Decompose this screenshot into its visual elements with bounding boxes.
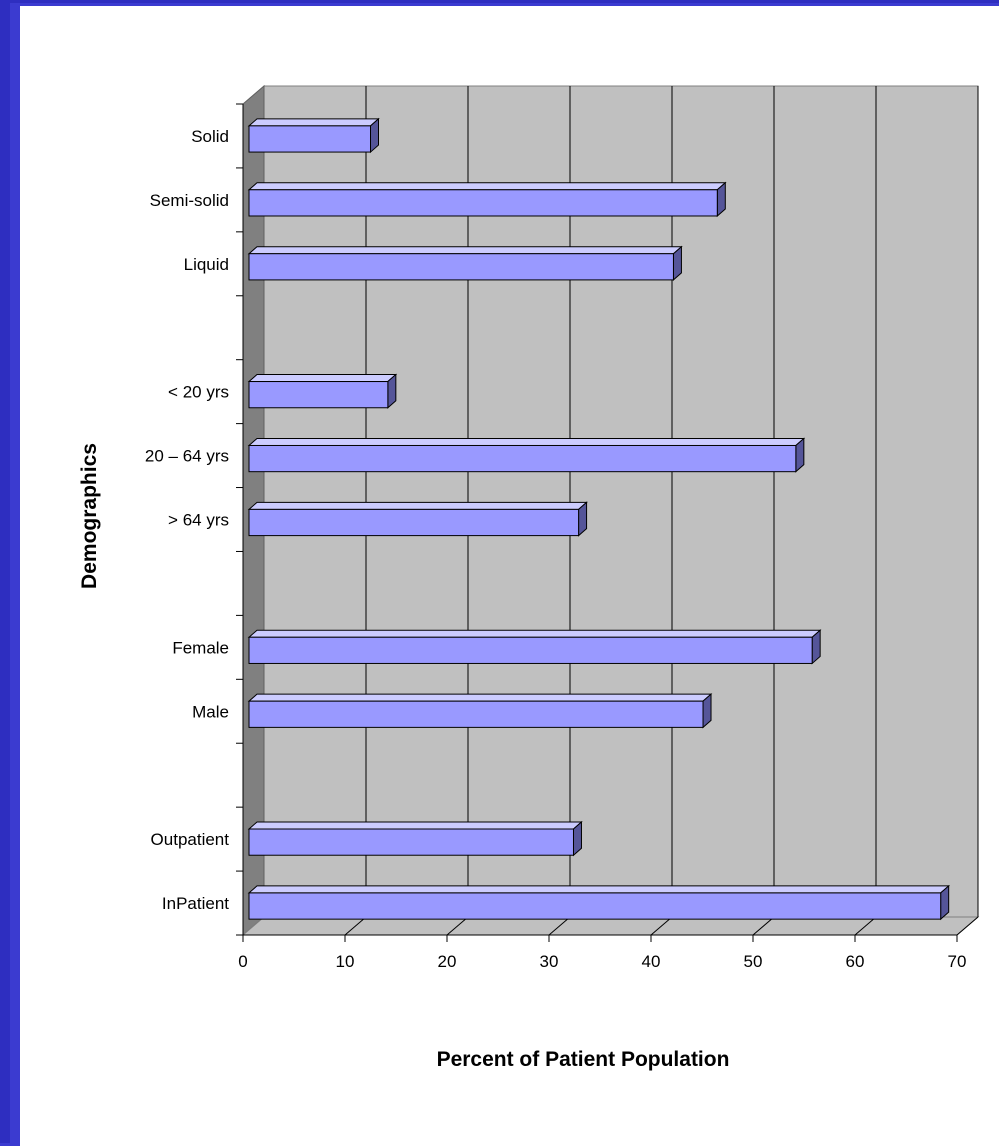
bar — [248, 700, 704, 728]
y-category-label: > 64 yrs — [168, 511, 229, 530]
bar-top — [247, 501, 588, 510]
x-tick-label: 60 — [846, 952, 865, 971]
gridline-floor — [548, 916, 571, 936]
axis-labels: 0 10 20 30 40 50 60 70 Solid Semi-solid Liquid < 20… — [145, 127, 967, 971]
gridline-floor — [446, 916, 469, 936]
gridline-floor — [752, 916, 775, 936]
bar — [248, 828, 574, 856]
x-tick-label: 70 — [948, 952, 967, 971]
y-category-label: Female — [172, 638, 229, 657]
gridline-floor — [344, 916, 367, 936]
axis-ticks — [236, 103, 958, 942]
x-tick-label: 50 — [744, 952, 763, 971]
bar — [248, 125, 371, 153]
bar-top — [247, 437, 806, 446]
bar-top — [247, 118, 380, 127]
y-axis-title: Demographics — [78, 443, 101, 589]
x-tick-label: 0 — [238, 952, 247, 971]
bar — [248, 508, 580, 537]
bar — [248, 381, 389, 409]
gridline-floor — [956, 916, 979, 936]
gridline-floor — [650, 916, 673, 936]
bar — [248, 892, 942, 920]
y-category-label: 20 – 64 yrs — [145, 447, 229, 466]
x-axis-title: Percent of Patient Population — [437, 1048, 730, 1071]
floor — [241, 916, 980, 936]
bar-top — [247, 821, 583, 830]
gridlines — [344, 86, 979, 936]
x-tick-label: 20 — [438, 952, 457, 971]
bar — [248, 189, 718, 217]
bar-top — [247, 182, 727, 191]
bar-top — [247, 629, 822, 638]
bar-top — [247, 885, 951, 894]
y-category-label: < 20 yrs — [168, 383, 229, 402]
x-tick-label: 10 — [336, 952, 355, 971]
x-tick-label: 40 — [642, 952, 661, 971]
y-category-label: Male — [192, 702, 229, 721]
bar-chart: 0 10 20 30 40 50 60 70 Solid Semi-solid Liquid < 20… — [78, 84, 980, 1071]
gridline-floor — [854, 916, 877, 936]
bar — [248, 636, 813, 664]
bar-top — [247, 246, 683, 255]
y-category-label: Semi-solid — [150, 191, 229, 210]
y-category-label: Outpatient — [151, 830, 230, 849]
y-category-label: Solid — [191, 127, 229, 146]
y-category-label: Liquid — [184, 255, 229, 274]
y-category-label: InPatient — [162, 894, 229, 913]
bars — [247, 117, 951, 921]
bar-top — [247, 693, 713, 702]
chart-card: 0 10 20 30 40 50 60 70 Solid Semi-solid Liquid < 20… — [20, 6, 999, 1146]
x-tick-label: 30 — [540, 952, 559, 971]
bar — [248, 253, 674, 281]
bar-top — [247, 374, 398, 383]
bar — [248, 444, 797, 473]
